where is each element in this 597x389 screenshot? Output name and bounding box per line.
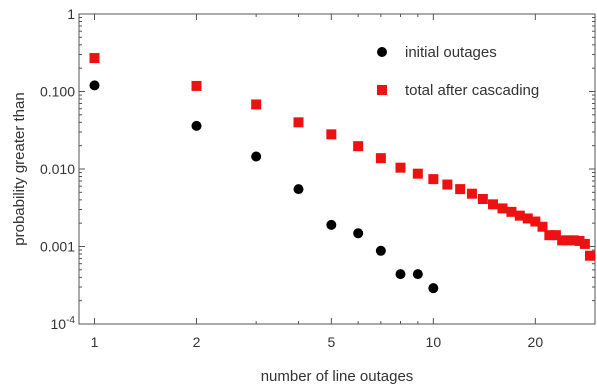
x-axis: 1 2 5 10 20	[91, 14, 596, 350]
data-point	[375, 153, 386, 164]
data-point	[375, 245, 386, 256]
data-point	[89, 80, 100, 91]
data-point	[293, 117, 304, 128]
y-tick-label: 0.001	[40, 239, 75, 255]
legend: initial outages total after cascading	[377, 44, 539, 99]
data-point	[455, 184, 466, 195]
data-point	[326, 129, 337, 140]
data-point	[293, 184, 304, 195]
data-point	[395, 269, 406, 280]
series-layer	[89, 53, 596, 294]
data-point	[550, 230, 561, 241]
data-point	[514, 210, 525, 221]
legend-marker	[377, 85, 387, 95]
data-point	[579, 238, 590, 249]
x-tick-label: 20	[528, 334, 544, 350]
x-tick-label: 1	[91, 334, 99, 350]
x-tick-label: 10	[426, 334, 442, 350]
x-tick-label: 5	[327, 334, 335, 350]
data-point	[557, 235, 568, 246]
data-point	[530, 216, 541, 227]
data-point	[497, 203, 508, 214]
y-axis-title: probability greater than	[11, 92, 28, 245]
legend-marker	[377, 47, 387, 57]
data-point	[488, 199, 499, 210]
data-point	[251, 99, 262, 110]
series-2	[89, 53, 596, 261]
data-point	[522, 213, 533, 224]
data-point	[412, 269, 423, 280]
data-point	[563, 235, 574, 246]
data-point	[568, 235, 579, 246]
data-point	[428, 283, 439, 294]
x-axis-title: number of line outages	[261, 368, 414, 385]
legend-label: initial outages	[405, 44, 497, 61]
plot-border	[78, 13, 596, 325]
data-point	[574, 235, 585, 246]
data-point	[544, 230, 555, 241]
data-point	[477, 194, 488, 205]
data-point	[191, 120, 202, 131]
data-point	[506, 206, 517, 217]
legend-label: total after cascading	[405, 82, 539, 99]
data-point	[466, 188, 477, 199]
data-point	[89, 53, 100, 64]
data-point	[191, 80, 202, 91]
plot-frame	[78, 13, 596, 325]
y-tick-label: 1	[67, 6, 75, 22]
data-point	[353, 141, 364, 152]
y-tick-label: 0.010	[40, 161, 75, 177]
data-point	[251, 151, 262, 162]
x-tick-label: 2	[193, 334, 201, 350]
data-point	[585, 250, 596, 261]
data-point	[537, 221, 548, 232]
data-point	[412, 168, 423, 179]
data-point	[353, 228, 364, 239]
data-point	[395, 162, 406, 173]
data-point	[428, 174, 439, 185]
y-tick-label: 10-4	[51, 315, 76, 332]
series-1	[89, 80, 439, 294]
data-point	[326, 219, 337, 230]
y-tick-label: 0.100	[40, 84, 75, 100]
data-point	[442, 179, 453, 190]
y-axis: 1 0.100 0.010 0.001 10-4	[40, 6, 595, 332]
